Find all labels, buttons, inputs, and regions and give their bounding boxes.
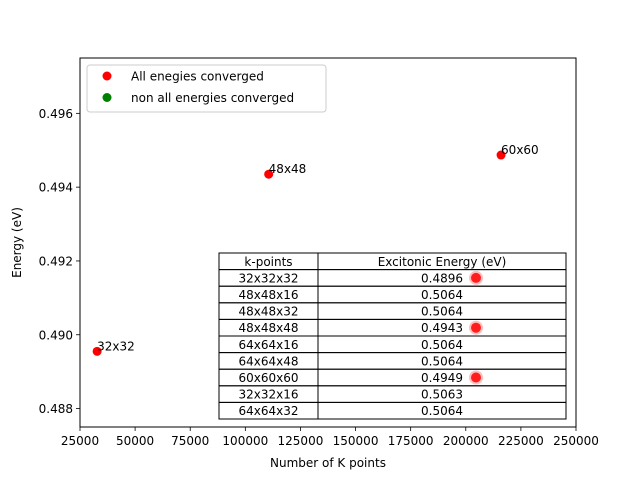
x-tick-label: 50000: [116, 434, 154, 448]
y-axis-ticks: 0.488 0.490 0.492 0.494 0.496: [39, 107, 80, 416]
y-tick-label: 0.496: [39, 107, 73, 121]
table-cell-energy: 0.5064: [421, 354, 463, 368]
y-axis-label: Energy (eV): [10, 207, 24, 278]
x-tick-label: 175000: [388, 434, 434, 448]
legend-label: non all energies converged: [131, 91, 294, 105]
table-cell-kpoints: 60x60x60: [238, 371, 298, 385]
table-cell-energy: 0.5063: [421, 388, 463, 402]
plot-frame: [79, 57, 577, 428]
x-tick-label: 100000: [222, 434, 268, 448]
data-point-label: 48x48: [269, 162, 307, 176]
y-tick-label: 0.494: [39, 181, 73, 195]
data-point: [92, 346, 102, 356]
x-tick-label: 75000: [171, 434, 209, 448]
table-cell-energy: 0.5064: [421, 338, 463, 352]
data-point-label: 32x32: [97, 339, 135, 353]
x-tick-label: 125000: [278, 434, 324, 448]
table-cell-kpoints: 32x32x16: [238, 388, 298, 402]
table-cell-energy: 0.5064: [421, 288, 463, 302]
table-header-kpoints: k-points: [244, 255, 292, 269]
table-highlight-marker: [471, 372, 481, 383]
x-tick-label: 25000: [61, 434, 99, 448]
data-point: [496, 150, 506, 160]
data-table: k-points Excitonic Energy (eV) 32x32x32 0.4…: [218, 252, 567, 420]
x-axis-label: Number of K points: [270, 456, 386, 470]
legend-label: All enegies converged: [131, 70, 264, 84]
table-cell-kpoints: 64x64x32: [238, 404, 298, 418]
legend-marker: [102, 71, 112, 81]
data-point: [264, 169, 274, 179]
table-cell-energy: 0.4949: [421, 371, 463, 385]
y-tick-label: 0.492: [39, 254, 73, 268]
table-cell-kpoints: 64x64x48: [238, 354, 298, 368]
table-cell-energy: 0.5064: [421, 305, 463, 319]
table-cell-kpoints: 64x64x16: [238, 338, 298, 352]
table-cell-energy: 0.4896: [421, 271, 463, 285]
table-cell-kpoints: 48x48x16: [238, 288, 298, 302]
data-point-label: 60x60: [501, 143, 539, 157]
table-cell: [317, 401, 567, 420]
x-tick-label: 250000: [553, 434, 599, 448]
table-cell-kpoints: 48x48x48: [238, 321, 298, 335]
table-cell-energy: 0.5064: [421, 404, 463, 418]
y-tick-label: 0.488: [39, 402, 73, 416]
table-cell-energy: 0.4943: [421, 321, 463, 335]
legend-box: [86, 64, 327, 113]
x-tick-label: 225000: [498, 434, 544, 448]
table-highlight-marker: [471, 322, 481, 333]
point-labels: 32x32 48x48 60x60: [97, 143, 539, 353]
legend: All enegies converged non all energies co…: [86, 64, 327, 113]
x-tick-label: 200000: [443, 434, 489, 448]
x-tick-label: 150000: [333, 434, 379, 448]
data-points: [92, 150, 506, 356]
y-tick-label: 0.490: [39, 328, 73, 342]
table-cell-kpoints: 48x48x32: [238, 305, 298, 319]
table-highlight-marker: [471, 272, 481, 283]
legend-marker: [102, 93, 112, 102]
x-axis-ticks: 25000 50000 75000 100000 125000 150000 175000 2…: [61, 427, 599, 448]
table-cell-kpoints: 32x32x32: [238, 271, 298, 285]
table-header-energy: Excitonic Energy (eV): [378, 255, 507, 269]
